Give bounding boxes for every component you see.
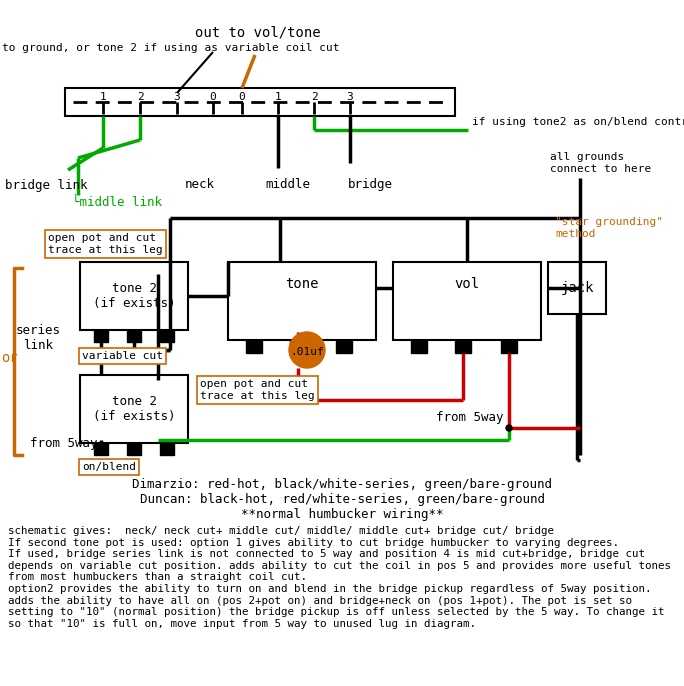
Bar	[228, 262, 376, 340]
Bar	[411, 340, 427, 353]
Text: on/blend: on/blend	[82, 462, 136, 472]
Text: bridge: bridge	[347, 178, 393, 191]
Text: 3: 3	[174, 92, 181, 102]
Text: 3: 3	[347, 92, 354, 102]
Text: 0: 0	[209, 92, 216, 102]
Bar	[246, 340, 262, 353]
Text: jack: jack	[560, 281, 594, 295]
Bar	[548, 262, 606, 314]
Text: from 5way: from 5way	[30, 436, 98, 449]
Bar	[336, 340, 352, 353]
Text: series
link: series link	[16, 324, 60, 352]
Text: .01uf: .01uf	[290, 347, 324, 357]
Bar	[94, 330, 108, 342]
Text: open pot and cut
trace at this leg: open pot and cut trace at this leg	[200, 379, 315, 401]
Text: 2: 2	[311, 92, 317, 102]
Bar	[65, 88, 455, 116]
Text: 2: 2	[137, 92, 144, 102]
Bar	[127, 330, 141, 342]
Text: to ground, or tone 2 if using as variable coil cut: to ground, or tone 2 if using as variabl…	[2, 43, 339, 53]
Text: 1: 1	[100, 92, 107, 102]
Bar	[455, 340, 471, 353]
Text: out to vol/tone: out to vol/tone	[195, 26, 321, 40]
Circle shape	[506, 425, 512, 431]
Text: from 5way: from 5way	[436, 412, 504, 425]
Text: or: or	[1, 351, 18, 365]
Bar	[160, 443, 174, 455]
Bar	[127, 443, 141, 455]
Bar	[501, 340, 517, 353]
Text: 0: 0	[239, 92, 246, 102]
Text: tone 2
(if exists): tone 2 (if exists)	[93, 395, 175, 423]
Bar	[290, 340, 306, 353]
Text: └middle link: └middle link	[72, 196, 162, 209]
Text: if using tone2 as on/blend control: if using tone2 as on/blend control	[472, 117, 684, 127]
Bar	[160, 330, 174, 342]
Bar	[80, 262, 188, 330]
Text: variable cut: variable cut	[82, 351, 163, 361]
Text: schematic gives:  neck/ neck cut+ middle cut/ middle/ middle cut+ bridge cut/ br: schematic gives: neck/ neck cut+ middle …	[8, 526, 671, 629]
Text: middle: middle	[265, 178, 311, 191]
Text: bridge link: bridge link	[5, 178, 88, 191]
Text: open pot and cut
trace at this leg: open pot and cut trace at this leg	[48, 233, 163, 255]
Bar	[94, 443, 108, 455]
Circle shape	[289, 332, 325, 368]
Text: "star grounding"
method: "star grounding" method	[555, 217, 663, 239]
Text: 1: 1	[274, 92, 281, 102]
Text: tone: tone	[285, 277, 319, 291]
Text: Dimarzio: red-hot, black/white-series, green/bare-ground
Duncan: black-hot, red/: Dimarzio: red-hot, black/white-series, g…	[132, 478, 552, 521]
Bar	[393, 262, 541, 340]
Text: vol: vol	[454, 277, 479, 291]
Text: tone 2
(if exists): tone 2 (if exists)	[93, 282, 175, 310]
Text: all grounds
connect to here: all grounds connect to here	[550, 152, 651, 174]
Bar	[80, 375, 188, 443]
Text: neck: neck	[185, 178, 215, 191]
